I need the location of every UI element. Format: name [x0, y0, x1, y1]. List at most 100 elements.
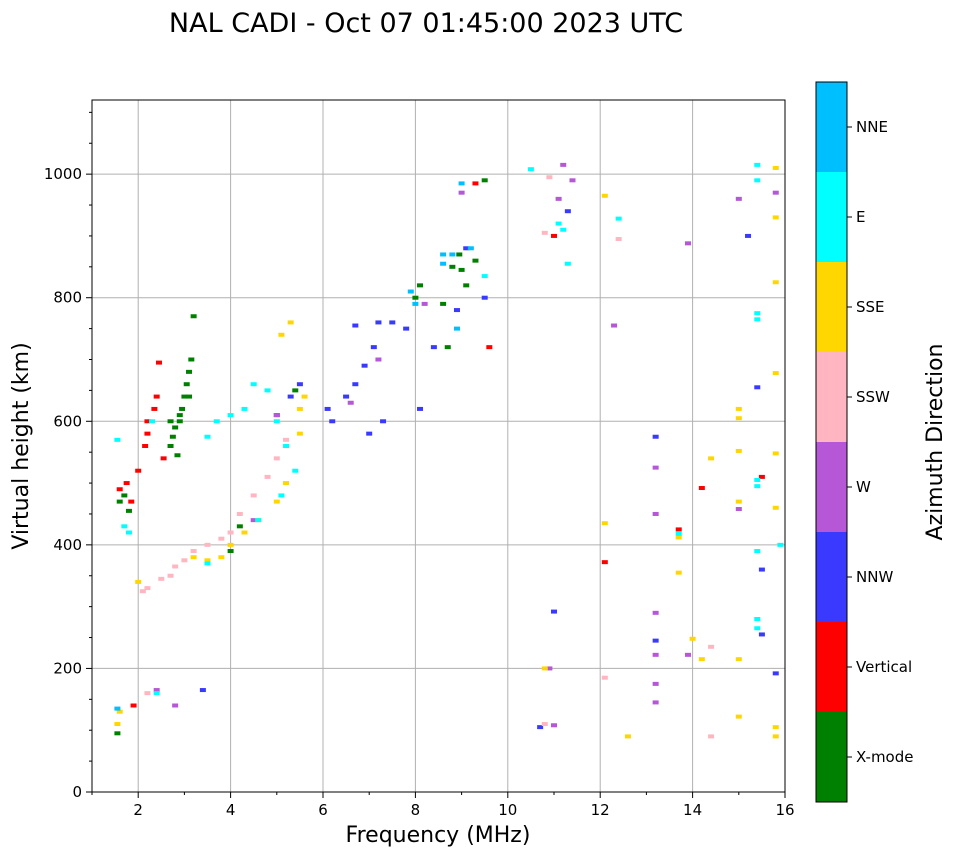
axis-ticks: 2 4 6 8 10 12 14 16 0 200 400 600 800 1000: [44, 111, 795, 819]
colorbar-title: Azimuth Direction: [923, 343, 948, 540]
data-point-ssw: [615, 237, 622, 242]
colorbar-segment: [816, 622, 847, 712]
data-point-nnw: [430, 345, 437, 350]
data-point-w: [569, 178, 576, 183]
data-point-ssw: [708, 644, 715, 649]
data-point-nnw: [652, 638, 659, 643]
data-point-sse: [772, 505, 779, 510]
data-point-w: [273, 413, 280, 418]
x-tick-label: 12: [591, 801, 610, 819]
data-point-nnw: [370, 345, 377, 350]
data-point-e: [754, 162, 761, 167]
data-point-sse: [675, 570, 682, 575]
data-point-vertical: [472, 181, 479, 186]
data-point-sse: [273, 499, 280, 504]
data-point-nne: [458, 181, 465, 186]
data-point-ssw: [144, 586, 151, 591]
data-point-nnw: [551, 609, 557, 614]
data-point-e: [754, 484, 761, 489]
data-point-ssw: [139, 589, 146, 594]
data-point-w: [652, 681, 659, 686]
data-point-ssw: [541, 722, 548, 727]
data-point-sse: [675, 535, 682, 540]
data-point-w: [652, 700, 659, 705]
colorbar-label: W: [856, 478, 871, 496]
data-point-ssw: [181, 558, 188, 563]
data-point-nne: [440, 252, 447, 257]
data-point-nne: [467, 246, 474, 251]
data-point-sse: [541, 666, 548, 671]
data-point-w: [375, 357, 382, 362]
data-point-w: [652, 652, 659, 657]
y-axis-title: Virtual height (km): [9, 342, 34, 549]
data-point-sse: [772, 165, 779, 170]
data-point-ssw: [283, 437, 290, 442]
data-point-e: [121, 524, 128, 529]
data-point-x-mode: [236, 524, 243, 529]
data-point-sse: [601, 521, 608, 526]
data-point-nnw: [380, 419, 387, 424]
data-point-e: [149, 419, 156, 424]
data-point-x-mode: [169, 434, 176, 439]
data-point-x-mode: [125, 508, 132, 513]
data-point-w: [684, 652, 691, 657]
data-point-sse: [227, 542, 234, 547]
data-point-w: [652, 511, 659, 516]
data-point-nnw: [417, 406, 424, 411]
y-tick-label: 200: [53, 659, 82, 677]
data-point-w: [551, 723, 557, 728]
data-point-sse: [296, 406, 303, 411]
data-point-e: [250, 382, 257, 387]
chart-title: NAL CADI - Oct 07 01:45:00 2023 UTC: [169, 8, 683, 39]
data-point-ssw: [708, 734, 715, 739]
x-tick-label: 10: [498, 801, 517, 819]
y-tick-label: 800: [53, 289, 82, 307]
data-point-vertical: [155, 360, 162, 365]
data-point-e: [615, 216, 622, 221]
data-point-x-mode: [167, 444, 174, 448]
data-point-vertical: [758, 474, 765, 479]
data-point-w: [652, 465, 659, 470]
data-point-ssw: [158, 576, 165, 581]
data-point-w: [735, 196, 742, 201]
colorbar-label: NNW: [856, 568, 893, 586]
data-point-nnw: [287, 394, 294, 399]
data-point-sse: [287, 320, 294, 325]
data-point-x-mode: [472, 258, 479, 263]
x-tick-label: 8: [411, 801, 421, 819]
data-point-ssw: [218, 536, 225, 541]
data-point-x-mode: [444, 345, 451, 350]
colorbar-label: SSW: [856, 388, 890, 406]
colorbar-segment: [816, 82, 847, 172]
data-point-sse: [772, 280, 779, 285]
data-point-x-mode: [186, 394, 193, 399]
data-point-nnw: [758, 567, 765, 572]
data-point-nnw: [758, 632, 765, 637]
data-point-ssw: [172, 564, 179, 569]
data-point-w: [555, 196, 562, 201]
data-point-w: [652, 610, 659, 615]
data-point-sse: [190, 555, 197, 560]
data-point-e: [283, 444, 290, 448]
x-tick-label: 16: [775, 801, 794, 819]
data-point-nne: [440, 261, 447, 266]
data-point-vertical: [486, 345, 493, 350]
data-point-sse: [772, 451, 779, 456]
data-point-e: [273, 419, 280, 424]
data-point-nnw: [366, 431, 373, 436]
data-point-ssw: [250, 493, 257, 498]
data-points: [114, 162, 784, 739]
data-point-e: [278, 493, 285, 498]
data-point-x-mode: [176, 419, 183, 424]
x-tick-label: 4: [226, 801, 236, 819]
data-point-nne: [407, 289, 414, 294]
x-tick-label: 2: [133, 801, 143, 819]
data-point-e: [227, 413, 234, 418]
data-point-x-mode: [186, 369, 193, 374]
data-point-e: [560, 227, 567, 232]
data-point-ssw: [227, 530, 234, 535]
data-point-e: [777, 542, 784, 547]
data-point-sse: [601, 193, 608, 198]
data-point-x-mode: [121, 493, 128, 498]
